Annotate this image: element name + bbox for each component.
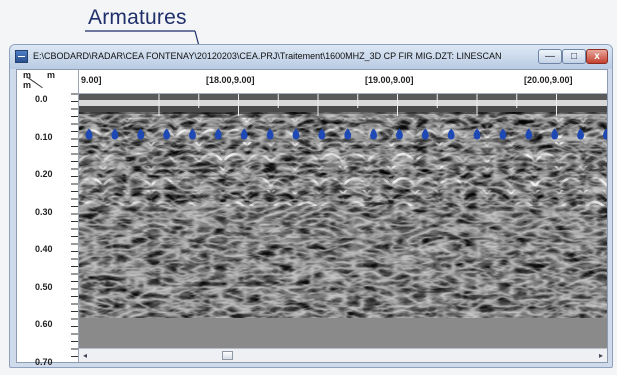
rebar-marker [447,128,455,140]
rebar-marker [603,128,607,140]
scroll-left-arrow[interactable]: ◂ [83,351,88,360]
depth-label: 0.0 [35,94,48,104]
position-label: [19.00,9.00] [365,75,414,85]
rebar-marker [525,128,533,140]
rebar-marker [214,128,222,140]
scroll-thumb[interactable] [222,351,234,360]
rebar-marker [111,128,119,140]
surface-band-dark [79,94,607,100]
rebar-marker [473,128,481,140]
rebar-marker [499,128,507,140]
depth-ruler: m m m 0.0 0.10 0.20 0.30 0.40 0.50 0.60 0.70 [17,70,79,367]
surface-band-light [79,100,607,106]
rebar-marker [577,128,584,140]
depth-label: 0.70 [35,356,53,367]
depth-label: 0.40 [35,244,53,254]
maximize-button[interactable]: □ [562,49,586,64]
rebar-marker [85,128,93,140]
bottom-band [79,318,607,348]
linescan-window: E:\CBODARD\RADAR\CEA FONTENAY\20120203\C… [9,44,613,368]
rebar-marker [344,128,352,140]
depth-label: 0.10 [35,131,53,142]
radargram-image [79,94,607,348]
surface-band-mid [79,106,607,112]
rebar-marker [240,128,248,140]
rebar-marker [266,128,274,140]
window-client-area: m m m 0.0 0.10 0.20 0.30 0.40 0.50 0.60 0.70 9.… [16,69,608,367]
position-label: [20.00,9.00] [524,75,573,85]
app-icon [15,50,28,63]
depth-label: 0.20 [35,169,53,179]
unit-label-top: m [23,70,32,80]
radargram-view[interactable] [79,94,607,348]
rebar-marker [292,128,300,140]
window-titlebar[interactable]: E:\CBODARD\RADAR\CEA FONTENAY\20120203\C… [10,45,612,69]
position-label: 9.00] [81,75,102,85]
rebar-marker [318,128,326,140]
rebar-marker [163,128,170,140]
armatures-annotation-label: Armatures [88,6,187,29]
minimize-button[interactable]: — [538,49,562,64]
unit-label-depth: m [23,80,32,90]
depth-label: 0.30 [35,206,53,217]
depth-label: 0.60 [35,319,53,329]
depth-label: 0.50 [35,281,53,292]
rebar-marker [370,128,377,140]
rebar-marker [421,128,429,140]
rebar-marker [189,128,196,140]
window-title: E:\CBODARD\RADAR\CEA FONTENAY\20120203\C… [33,51,502,61]
rebar-markers [85,128,607,140]
position-marks [158,94,557,116]
texture-light [79,114,607,319]
position-label: [18.00,9.00] [206,75,255,85]
position-ruler: 9.00] [18.00,9.00] [19.00,9.00] [20.00,9.00… [79,70,607,94]
horizontal-scrollbar[interactable]: ◂ ▸ [79,348,607,362]
unit-label-top-right: m [47,70,56,80]
rebar-marker [396,128,403,140]
rebar-marker [551,128,559,140]
scroll-right-arrow[interactable]: ▸ [598,351,603,360]
rebar-marker [137,128,145,140]
close-button[interactable]: x [586,49,608,64]
depth-ticks [71,93,78,357]
